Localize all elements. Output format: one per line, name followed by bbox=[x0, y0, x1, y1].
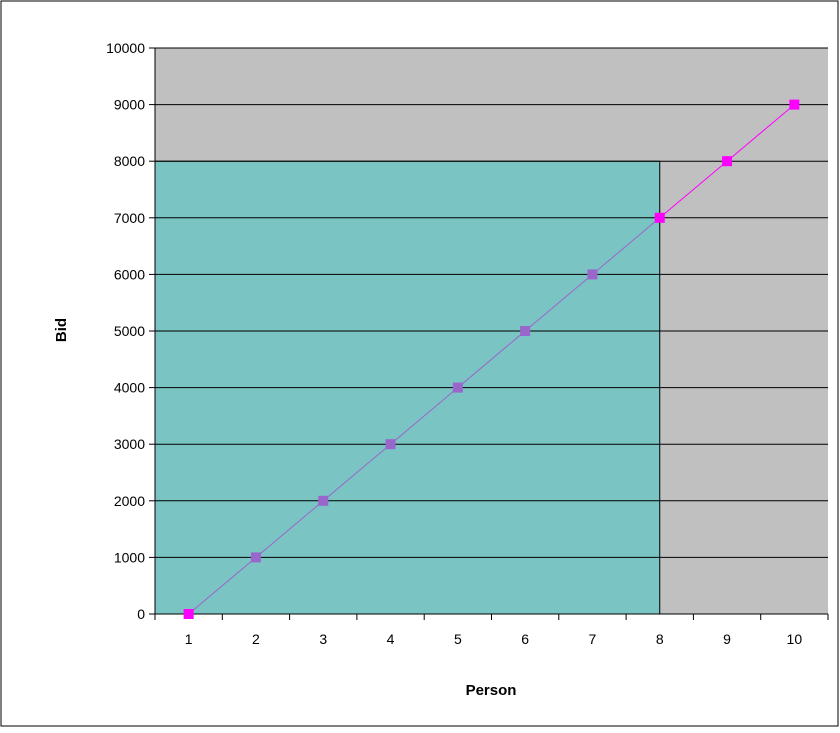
series-segment-5 bbox=[457, 330, 526, 388]
y-tick-label: 1000 bbox=[114, 549, 145, 565]
data-point-2 bbox=[250, 552, 261, 563]
y-tick-label: 3000 bbox=[114, 436, 145, 452]
data-point-1 bbox=[183, 609, 194, 619]
data-point-7 bbox=[587, 269, 598, 280]
x-tick-label: 4 bbox=[387, 631, 395, 647]
data-point-8 bbox=[654, 212, 665, 223]
y-tick-label: 4000 bbox=[114, 380, 145, 396]
x-tick-label: 7 bbox=[589, 631, 597, 647]
series-segment-6 bbox=[524, 274, 593, 332]
y-tick-label: 0 bbox=[137, 606, 145, 622]
y-tick-label: 5000 bbox=[114, 323, 145, 339]
y-tick-label: 7000 bbox=[114, 210, 145, 226]
x-tick-label: 3 bbox=[319, 631, 327, 647]
y-tick-label: 10000 bbox=[106, 40, 145, 56]
x-tick-label: 6 bbox=[521, 631, 529, 647]
series-segment-9 bbox=[726, 104, 795, 162]
data-point-6 bbox=[520, 326, 531, 336]
x-tick-label: 1 bbox=[185, 631, 193, 647]
y-axis-title: Bid bbox=[53, 318, 70, 342]
data-point-5 bbox=[452, 382, 463, 393]
x-tick-label: 9 bbox=[723, 631, 731, 647]
data-point-10 bbox=[789, 99, 800, 110]
series-segment-8 bbox=[659, 160, 728, 219]
series-segment-3 bbox=[322, 443, 391, 502]
x-tick-label: 8 bbox=[656, 631, 664, 647]
series-segment-4 bbox=[390, 387, 459, 445]
y-tick-label: 6000 bbox=[114, 266, 145, 282]
y-tick-label: 8000 bbox=[114, 153, 145, 169]
data-point-9 bbox=[722, 156, 733, 167]
x-axis-title: Person bbox=[466, 682, 517, 699]
series-segment-7 bbox=[592, 217, 661, 275]
x-tick-label: 2 bbox=[252, 631, 260, 647]
series-segment-1 bbox=[188, 557, 257, 615]
y-tick-label: 9000 bbox=[114, 97, 145, 113]
x-tick-label: 5 bbox=[454, 631, 462, 647]
series-segment-2 bbox=[255, 500, 324, 558]
y-tick-label: 2000 bbox=[114, 493, 145, 509]
x-tick-label: 10 bbox=[787, 631, 803, 647]
data-point-4 bbox=[385, 439, 396, 450]
data-point-3 bbox=[318, 495, 329, 506]
